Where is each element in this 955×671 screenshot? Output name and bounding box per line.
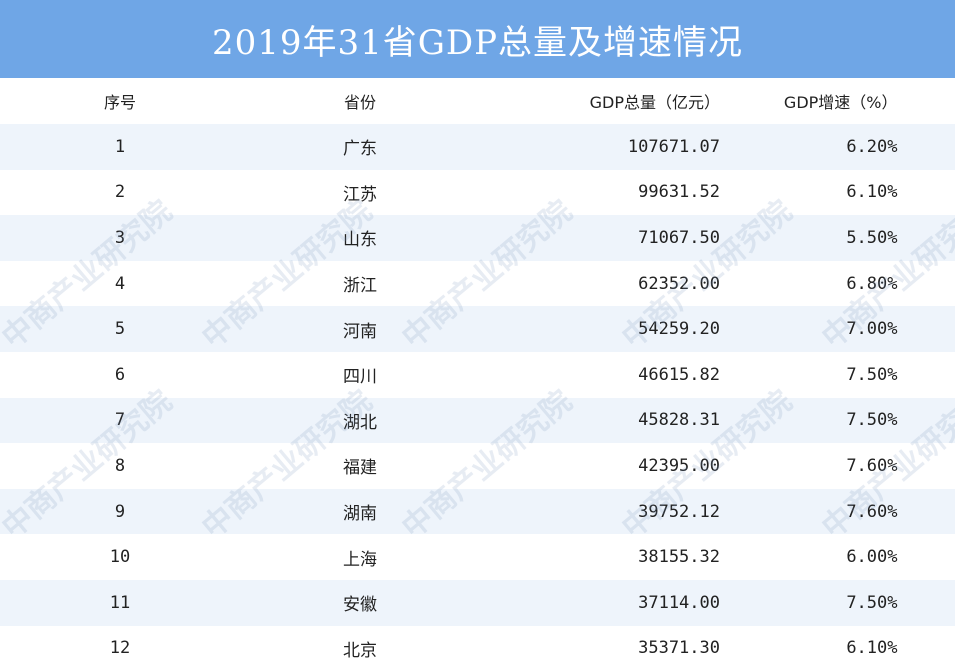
row-province: 广东 [343, 139, 377, 160]
row-growth-value: 6.00% [846, 547, 898, 568]
row-index: 4 [114, 273, 126, 294]
table-row: 6 四川 46615.82 7.50% [0, 351, 955, 398]
row-growth-value: 7.50% [846, 592, 898, 613]
header-growth: GDP增速（%） [720, 89, 955, 113]
row-gdp: 54259.20 [480, 319, 720, 339]
header-province: 省份 [343, 93, 376, 112]
row-gdp-value: 38155.32 [638, 547, 720, 568]
table-row: 2 江苏 99631.52 6.10% [0, 169, 955, 216]
row-gdp: 71067.50 [480, 228, 720, 248]
row-growth-value: 6.80% [846, 273, 898, 294]
table-row: 5 河南 54259.20 7.00% [0, 306, 955, 352]
row-index: 2 [114, 182, 126, 203]
row-province: 湖北 [343, 412, 377, 433]
header-index: 序号 [103, 93, 136, 112]
row-gdp-value: 42395.00 [638, 455, 720, 476]
row-province: 河南 [343, 321, 377, 342]
table-header-row: 序号 省份 GDP总量（亿元） GDP增速（%） [0, 78, 955, 124]
table-row: 12 北京 35371.30 6.10% [0, 625, 955, 671]
row-growth-value: 7.50% [846, 364, 898, 385]
row-gdp: 107671.07 [480, 137, 720, 157]
row-growth-value: 6.10% [846, 182, 898, 203]
row-growth: 6.10% [720, 638, 955, 658]
row-growth: 7.50% [720, 365, 955, 385]
row-growth: 6.10% [720, 182, 955, 202]
row-index: 12 [109, 638, 131, 659]
gdp-table: 序号 省份 GDP总量（亿元） GDP增速（%） 1 广东 107671.07 … [0, 78, 955, 671]
row-index: 7 [114, 410, 126, 431]
row-growth-value: 5.50% [846, 227, 898, 248]
row-index: 9 [114, 501, 126, 522]
row-gdp-value: 99631.52 [638, 182, 720, 203]
row-growth: 6.00% [720, 547, 955, 567]
header-growth-label: GDP增速（%） [783, 93, 898, 112]
row-growth: 5.50% [720, 228, 955, 248]
row-growth-value: 7.00% [846, 319, 898, 340]
row-gdp: 37114.00 [480, 593, 720, 613]
row-gdp-value: 54259.20 [638, 319, 720, 340]
table-row: 11 安徽 37114.00 7.50% [0, 579, 955, 626]
row-growth: 7.50% [720, 410, 955, 430]
row-gdp: 99631.52 [480, 182, 720, 202]
row-gdp-value: 45828.31 [638, 410, 720, 431]
row-province: 四川 [343, 367, 377, 388]
row-gdp-value: 62352.00 [638, 273, 720, 294]
header-gdp-label: GDP总量（亿元） [589, 93, 720, 112]
title-bar: 2019年31省GDP总量及增速情况 [0, 0, 955, 78]
row-gdp-value: 37114.00 [638, 592, 720, 613]
row-growth: 6.80% [720, 274, 955, 294]
row-index: 5 [114, 319, 126, 340]
row-gdp: 46615.82 [480, 365, 720, 385]
row-index: 6 [114, 364, 126, 385]
row-gdp-value: 71067.50 [638, 227, 720, 248]
row-gdp-value: 39752.12 [638, 501, 720, 522]
row-gdp: 45828.31 [480, 410, 720, 430]
row-province: 山东 [343, 230, 377, 251]
row-gdp-value: 107671.07 [627, 136, 720, 157]
table-row: 3 山东 71067.50 5.50% [0, 215, 955, 261]
table-row: 1 广东 107671.07 6.20% [0, 124, 955, 170]
table-row: 4 浙江 62352.00 6.80% [0, 260, 955, 307]
page-title: 2019年31省GDP总量及增速情况 [211, 22, 744, 63]
row-growth-value: 6.20% [846, 136, 898, 157]
row-gdp: 42395.00 [480, 456, 720, 476]
row-growth-value: 7.50% [846, 410, 898, 431]
table-row: 10 上海 38155.32 6.00% [0, 534, 955, 580]
row-gdp-value: 35371.30 [638, 638, 720, 659]
row-gdp: 35371.30 [480, 638, 720, 658]
row-growth-value: 7.60% [846, 501, 898, 522]
row-growth: 7.60% [720, 456, 955, 476]
row-growth: 7.60% [720, 502, 955, 522]
row-province: 福建 [343, 458, 377, 479]
row-index: 11 [109, 592, 131, 613]
row-province: 北京 [343, 640, 377, 661]
row-growth-value: 6.10% [846, 638, 898, 659]
row-index: 3 [114, 227, 126, 248]
row-index: 8 [114, 455, 126, 476]
row-index: 10 [109, 547, 131, 568]
row-growth: 6.20% [720, 137, 955, 157]
row-gdp: 38155.32 [480, 547, 720, 567]
table-row: 7 湖北 45828.31 7.50% [0, 397, 955, 444]
row-province: 浙江 [343, 276, 377, 297]
row-province: 上海 [343, 549, 377, 570]
row-gdp-value: 46615.82 [638, 364, 720, 385]
row-growth-value: 7.60% [846, 455, 898, 476]
table-row: 8 福建 42395.00 7.60% [0, 443, 955, 489]
row-index: 1 [114, 136, 126, 157]
row-growth: 7.00% [720, 319, 955, 339]
row-province: 湖南 [343, 504, 377, 525]
row-gdp: 62352.00 [480, 274, 720, 294]
row-province: 江苏 [343, 184, 377, 205]
row-gdp: 39752.12 [480, 502, 720, 522]
row-province: 安徽 [343, 595, 377, 616]
header-gdp: GDP总量（亿元） [480, 89, 720, 113]
table-row: 9 湖南 39752.12 7.60% [0, 488, 955, 535]
row-growth: 7.50% [720, 593, 955, 613]
